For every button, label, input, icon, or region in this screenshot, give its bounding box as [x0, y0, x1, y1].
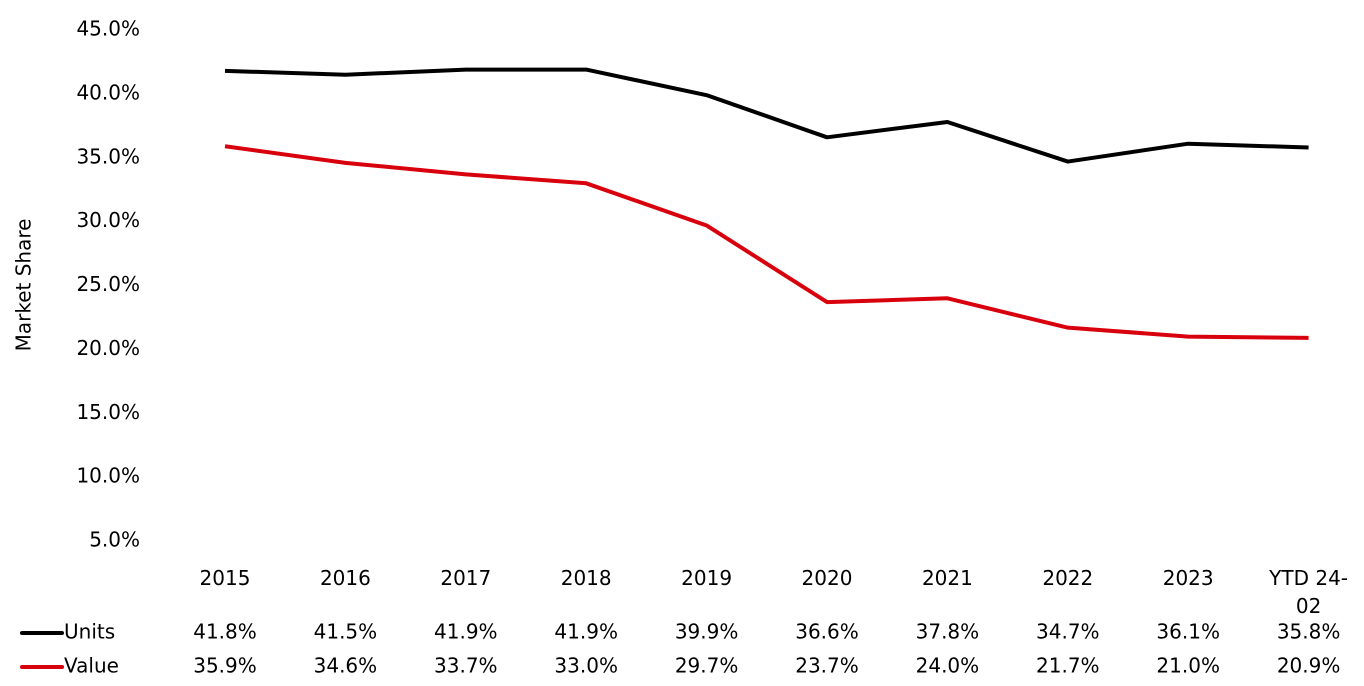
- table-value: 33.0%: [554, 654, 618, 678]
- y-axis-label: Market Share: [12, 219, 36, 352]
- table-value: 23.7%: [795, 654, 859, 678]
- y-tick-label: 35.0%: [76, 144, 140, 168]
- table-value: 34.7%: [1036, 620, 1100, 644]
- y-tick-label: 15.0%: [76, 400, 140, 424]
- table-value: 20.9%: [1277, 654, 1341, 678]
- x-tick-label: 2017: [440, 566, 492, 590]
- y-tick-label: 25.0%: [76, 272, 140, 296]
- table-value: 41.5%: [314, 620, 378, 644]
- x-tick-label: 2018: [560, 566, 612, 590]
- table-value: 37.8%: [916, 620, 980, 644]
- legend-label: Units: [64, 620, 115, 644]
- x-tick-label: 2019: [681, 566, 733, 590]
- y-tick-label: 5.0%: [89, 528, 140, 552]
- y-tick-label: 30.0%: [76, 208, 140, 232]
- line-series: [224, 144, 1309, 340]
- y-tick-label: 45.0%: [76, 17, 140, 41]
- table-value: 29.7%: [675, 654, 739, 678]
- table-value: 34.6%: [314, 654, 378, 678]
- table-value: 41.8%: [193, 620, 257, 644]
- table-value: 35.8%: [1277, 620, 1341, 644]
- table-value: 41.9%: [554, 620, 618, 644]
- table-value: 21.7%: [1036, 654, 1100, 678]
- line-series: [224, 67, 1309, 164]
- x-tick-label: 2022: [1042, 566, 1094, 590]
- x-tick-label: 2023: [1162, 566, 1214, 590]
- y-tick-label: 40.0%: [76, 80, 140, 104]
- x-tick-label: 2015: [199, 566, 251, 590]
- y-tick-label: 10.0%: [76, 464, 140, 488]
- table-value: 33.7%: [434, 654, 498, 678]
- x-tick-label: 2016: [319, 566, 371, 590]
- table-value: 21.0%: [1156, 654, 1220, 678]
- x-tick-label: 2020: [801, 566, 853, 590]
- table-value: 35.9%: [193, 654, 257, 678]
- x-tick-label: 2021: [921, 566, 973, 590]
- table-value: 24.0%: [916, 654, 980, 678]
- y-tick-label: 20.0%: [76, 336, 140, 360]
- legend-label: Value: [64, 654, 119, 678]
- table-value: 36.6%: [795, 620, 859, 644]
- table-value: 41.9%: [434, 620, 498, 644]
- table-value: 36.1%: [1156, 620, 1220, 644]
- table-value: 39.9%: [675, 620, 739, 644]
- x-tick-label: YTD 24-02: [1269, 566, 1349, 618]
